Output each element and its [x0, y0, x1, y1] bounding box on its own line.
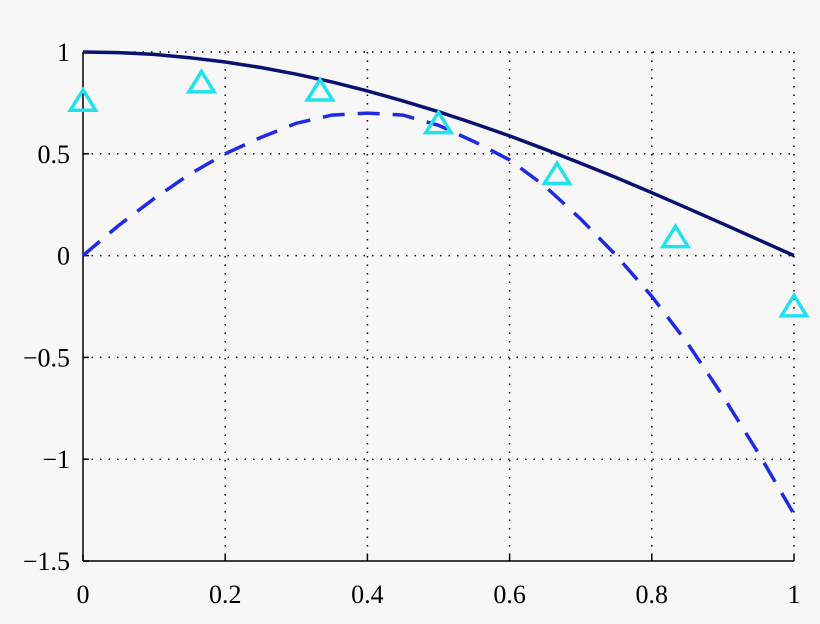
y-tick-label: −1 [42, 445, 70, 474]
y-tick-label: −1.5 [23, 547, 70, 576]
y-tick-label: 0 [57, 242, 70, 271]
x-tick-label: 1 [788, 580, 801, 609]
x-tick-label: 0.6 [493, 580, 526, 609]
dashed-series-line [81, 111, 796, 516]
y-tick-label: 1 [57, 38, 70, 67]
triangle-marker [778, 292, 810, 318]
x-tick-label: 0.4 [351, 580, 384, 609]
y-tick-label: 0.5 [38, 140, 71, 169]
markers-group [67, 68, 810, 318]
triangle-marker [67, 86, 99, 112]
triangle-marker [659, 222, 692, 249]
triangle-marker [185, 68, 218, 94]
axes [82, 51, 795, 562]
x-tick-label: 0.8 [636, 580, 669, 609]
triangle-marker [304, 76, 336, 102]
series-group [81, 50, 796, 516]
grid [83, 51, 795, 561]
triangle-marker [541, 159, 573, 186]
triangle-marker [422, 108, 455, 135]
x-tick-label: 0 [77, 580, 90, 609]
x-tick-label: 0.2 [209, 580, 242, 609]
y-tick-label: −0.5 [23, 343, 70, 372]
tick-labels: 0 0.2 0.4 0.6 0.8 1 1 0.5 0 −0.5 −1 −1.5 [23, 38, 801, 609]
